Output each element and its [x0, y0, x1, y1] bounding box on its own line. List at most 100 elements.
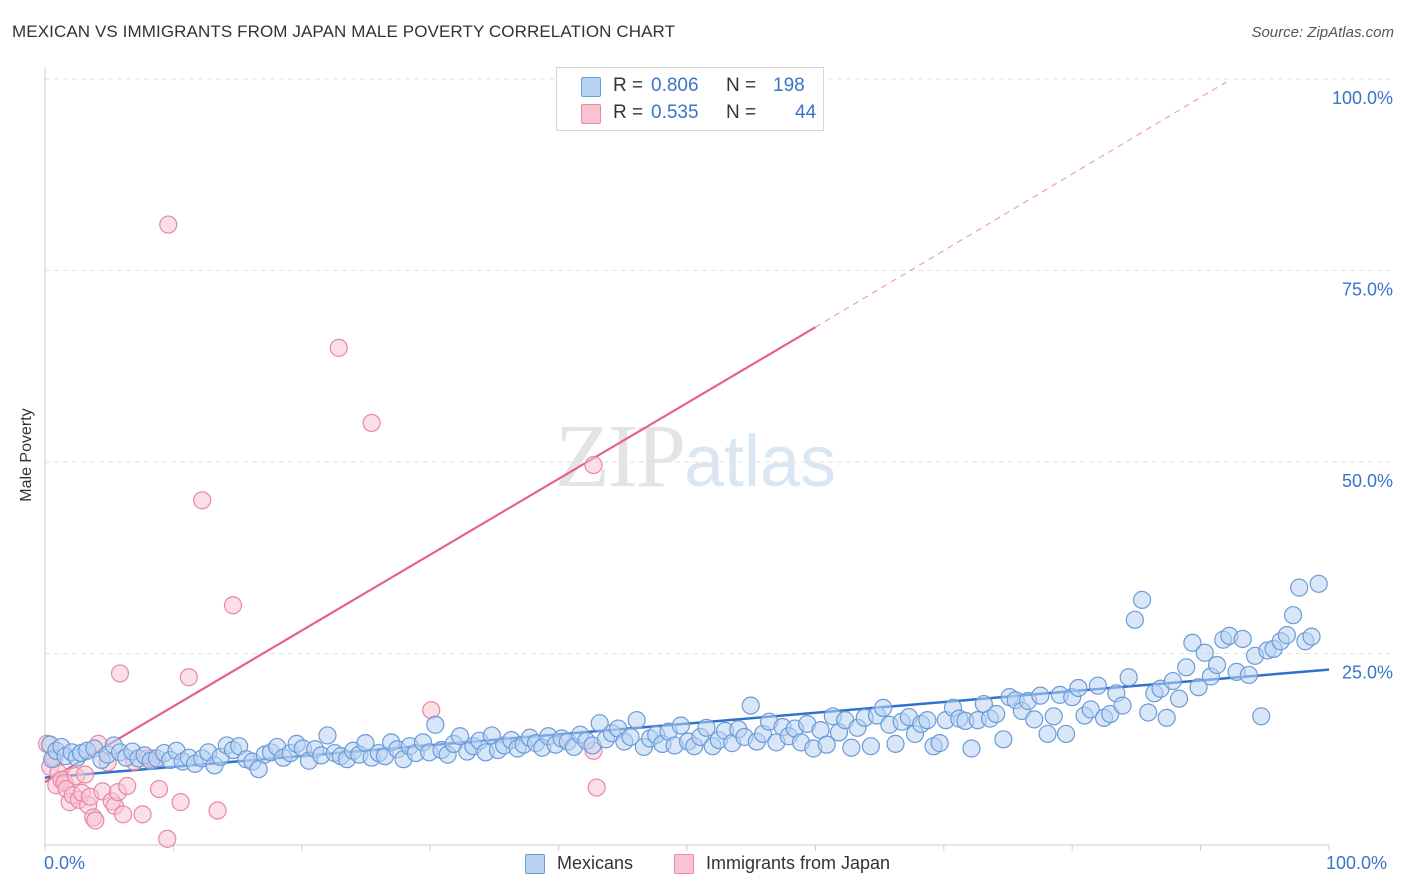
data-point [697, 718, 716, 737]
data-point [1056, 724, 1076, 744]
data-point [329, 338, 348, 357]
y-tick-label: 50.0% [1342, 471, 1393, 491]
data-point [590, 714, 609, 733]
y-tick-labels: 25.0% 50.0% 75.0% 100.0% [1332, 88, 1393, 683]
stats-legend: R = 0.806 N = 198 R = 0.535 N = 44 [556, 67, 824, 131]
japan-legend-swatch [674, 854, 694, 874]
data-point [1038, 724, 1057, 744]
mexicans-legend-swatch [525, 854, 545, 874]
data-point [1081, 700, 1100, 719]
axis-layer [44, 67, 1330, 851]
data-point [1031, 686, 1050, 705]
data-point [158, 829, 177, 848]
data-point [149, 779, 169, 799]
data-point [318, 726, 337, 745]
data-point [113, 805, 133, 824]
series-legend: Mexicans Immigrants from Japan [0, 852, 1406, 878]
data-point [987, 704, 1006, 724]
japan-swatch [581, 104, 601, 124]
data-point [1309, 574, 1328, 593]
data-point [1025, 710, 1044, 729]
data-point [817, 735, 836, 754]
data-point [584, 455, 603, 475]
data-point [874, 698, 893, 717]
japan-points [37, 215, 606, 848]
data-point [1125, 610, 1144, 629]
r-value: 0.806 [651, 75, 699, 96]
data-point [118, 776, 137, 796]
data-point [930, 734, 949, 753]
data-point [842, 738, 861, 757]
data-point [179, 668, 198, 687]
data-point [1290, 578, 1309, 597]
legend-label: Mexicans [557, 853, 634, 873]
chart-title: MEXICAN VS IMMIGRANTS FROM JAPAN MALE PO… [12, 22, 676, 41]
japan-trend-extension [815, 81, 1227, 328]
data-point [1113, 696, 1132, 715]
watermark-zip: ZIP [555, 407, 686, 506]
data-point [1139, 703, 1158, 722]
data-point [1177, 658, 1196, 677]
data-point [193, 491, 212, 510]
mexicans-swatch [581, 77, 601, 97]
data-point [1163, 671, 1182, 691]
source-label: Source: ZipAtlas.com [1251, 24, 1394, 41]
data-point [362, 413, 381, 433]
data-point [1044, 707, 1063, 726]
data-point [1119, 668, 1138, 687]
data-point [861, 737, 880, 756]
data-point [1069, 678, 1088, 698]
data-point [133, 805, 152, 824]
data-point [171, 793, 190, 812]
y-tick-label: 25.0% [1342, 663, 1393, 683]
data-point [75, 765, 95, 784]
data-point [450, 727, 470, 746]
data-point [223, 596, 243, 615]
data-point [671, 716, 690, 735]
data-point [208, 801, 227, 820]
x-tick-label-min: 0.0% [44, 853, 86, 873]
data-point [886, 734, 905, 753]
grid-layer [45, 78, 1392, 654]
data-point [994, 730, 1013, 749]
data-point [426, 715, 445, 734]
data-point [627, 711, 646, 730]
data-point [1088, 676, 1107, 695]
n-label: N = [726, 75, 757, 96]
data-point [1239, 665, 1258, 685]
data-point [159, 215, 178, 234]
data-point [741, 696, 760, 715]
data-point [1252, 707, 1271, 726]
legend-label: Immigrants from Japan [706, 853, 891, 873]
data-point [1233, 629, 1252, 649]
data-point [1283, 606, 1303, 625]
n-label: N = [726, 102, 757, 123]
data-point [1183, 633, 1202, 652]
data-point [1169, 689, 1189, 708]
japan-trend-line [44, 326, 816, 784]
n-value: 198 [773, 75, 805, 96]
data-point [1302, 627, 1321, 646]
mexicans-points [41, 574, 1328, 779]
data-point [918, 711, 937, 730]
data-point [587, 778, 606, 797]
x-tick-label-max: 100.0% [1326, 853, 1388, 873]
data-point [621, 727, 640, 747]
data-point [1207, 655, 1227, 675]
data-point [1132, 590, 1152, 609]
data-point [1277, 626, 1296, 645]
r-label: R = [613, 102, 644, 123]
points-layer [37, 215, 1328, 848]
data-point [1189, 678, 1208, 697]
r-value: 0.535 [651, 102, 699, 123]
data-point [1157, 708, 1176, 727]
data-point [1195, 643, 1214, 662]
data-point [962, 739, 981, 758]
r-label: R = [613, 75, 644, 96]
data-point [86, 811, 105, 830]
y-tick-label: 75.0% [1342, 280, 1393, 300]
y-tick-label: 100.0% [1332, 88, 1393, 108]
n-value: 44 [795, 102, 817, 123]
data-point [110, 664, 130, 683]
